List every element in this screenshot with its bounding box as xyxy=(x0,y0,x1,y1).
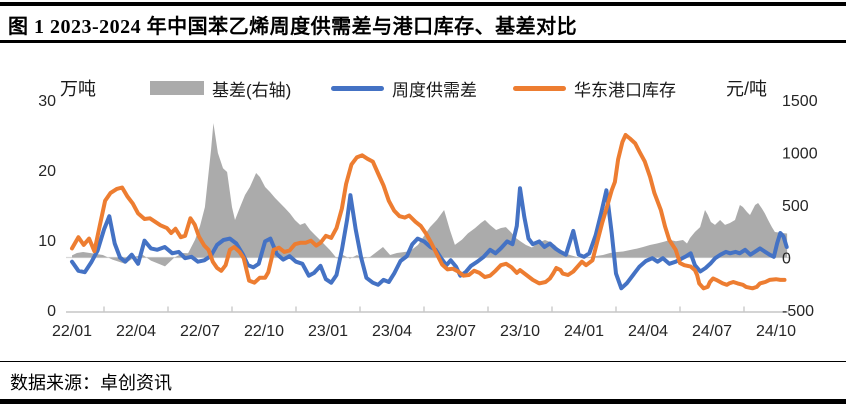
axis-tick-label: 22/07 xyxy=(180,323,220,340)
axis-tick-label: 22/04 xyxy=(116,323,156,340)
figure-title: 图 1 2023-2024 年中国苯乙烯周度供需差与港口库存、基差对比 xyxy=(8,16,578,38)
bottom-divider xyxy=(0,399,846,404)
supply-demand-line-swatch-icon xyxy=(331,85,384,91)
data-source-text: 数据来源：卓创资讯 xyxy=(10,373,172,393)
legend-label-supply-demand: 周度供需差 xyxy=(392,80,477,100)
basis-area-swatch-icon xyxy=(150,81,204,95)
axis-tick-label: 23/10 xyxy=(500,323,540,340)
axis-tick-label: 23/07 xyxy=(436,323,476,340)
legend-item-supply-demand: 周度供需差 xyxy=(331,79,477,100)
axis-tick-label: 24/04 xyxy=(628,323,668,340)
axis-tick-label: 24/01 xyxy=(564,323,604,340)
port-inventory-line-swatch-icon xyxy=(513,85,566,91)
axis-tick-label: 500 xyxy=(782,198,809,215)
axis-tick-label: 20 xyxy=(38,163,56,180)
axis-tick-label: 22/10 xyxy=(244,323,284,340)
legend-item-port-inventory: 华东港口库存 xyxy=(513,79,676,100)
axis-tick-label: -500 xyxy=(782,303,814,320)
axis-tick-label: 23/04 xyxy=(372,323,412,340)
right-axis-unit-label: 元/吨 xyxy=(726,79,767,99)
axis-tick-label: 10 xyxy=(38,233,56,250)
footer-divider xyxy=(0,361,846,362)
axis-tick-label: 1000 xyxy=(782,146,818,163)
legend-label-port-inventory: 华东港口库存 xyxy=(574,80,676,100)
axis-tick-label: 0 xyxy=(782,251,791,268)
supply-demand-line-series xyxy=(70,186,789,291)
left-axis-unit-label: 万吨 xyxy=(60,79,96,99)
top-divider xyxy=(0,2,846,6)
legend-label-basis: 基差(右轴) xyxy=(212,80,292,100)
title-divider xyxy=(0,40,846,43)
port-inventory-line-series xyxy=(70,133,787,291)
axis-tick-label: 22/01 xyxy=(52,323,92,340)
basis-area-series xyxy=(72,123,788,267)
axis-tick-label: 24/07 xyxy=(692,323,732,340)
axis-tick-label: 30 xyxy=(38,93,56,110)
axis-tick-label: 24/10 xyxy=(756,323,796,340)
axis-tick-label: 1500 xyxy=(782,93,818,110)
axis-tick-label: 0 xyxy=(47,303,56,320)
legend-item-basis: 基差(右轴) xyxy=(150,79,291,100)
axis-tick-label: 23/01 xyxy=(308,323,348,340)
